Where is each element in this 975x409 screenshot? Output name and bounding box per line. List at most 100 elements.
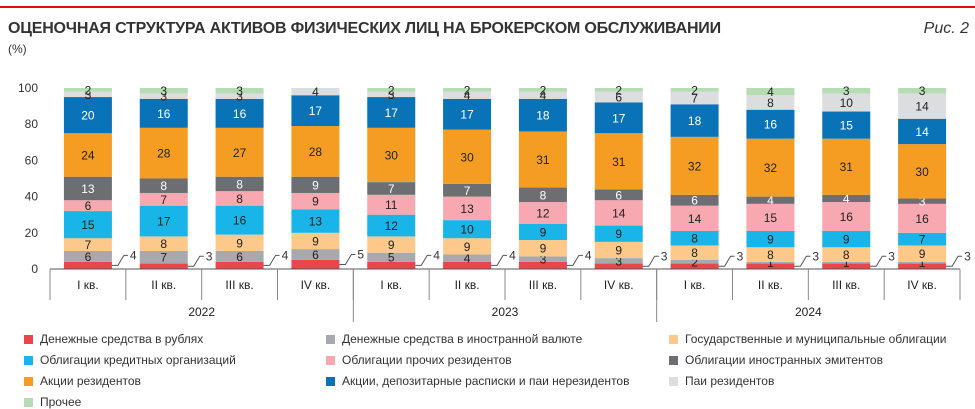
data-label: 18 [536, 109, 550, 123]
bar-segment [367, 252, 416, 262]
data-label: 2 [85, 83, 92, 97]
data-label: 4 [433, 248, 440, 262]
data-label: 16 [233, 214, 247, 228]
data-label: 6 [312, 248, 319, 262]
bar-segment [670, 194, 719, 206]
data-label: 16 [233, 107, 247, 121]
bar-segment [139, 98, 188, 128]
y-tick-label: 100 [18, 81, 38, 95]
bar-segment [63, 211, 112, 239]
bar-segment [822, 138, 871, 195]
data-label: 16 [157, 107, 171, 121]
bar-segment [670, 205, 719, 231]
data-label: 5 [388, 251, 395, 265]
data-label: 3 [964, 249, 971, 263]
data-label: 3 [160, 90, 167, 104]
y-tick-label: 20 [25, 226, 39, 240]
data-label: 8 [540, 188, 547, 202]
bar-segment [63, 250, 112, 262]
data-label-leader [415, 254, 432, 266]
legend-swatch [326, 334, 335, 344]
data-label: 3 [737, 249, 744, 263]
data-label: 6 [691, 194, 698, 208]
data-label: 7 [464, 184, 471, 198]
bar-segment [822, 202, 871, 231]
data-label: 3 [919, 195, 926, 209]
bar-segment [822, 194, 871, 203]
bar-segment [367, 214, 416, 237]
bar-segment [291, 192, 340, 210]
data-label: 14 [612, 206, 626, 220]
bar-segment [215, 261, 264, 269]
data-label-leader [566, 254, 583, 266]
bar-segment [670, 263, 719, 269]
data-label: 4 [767, 85, 774, 99]
bar-segment [139, 205, 188, 237]
bar-segment [139, 250, 188, 264]
data-label-leader [794, 255, 811, 267]
legend-item: Денежные средства в рублях [24, 332, 203, 346]
data-label: 4 [282, 248, 289, 262]
bar-segment [746, 203, 795, 231]
bar-segment [63, 200, 112, 212]
data-label: 17 [460, 108, 474, 122]
bar-segment [670, 259, 719, 264]
bar-segment [898, 118, 947, 145]
bar-segment [367, 88, 416, 92]
bar-segment [443, 183, 492, 197]
bar-segment [670, 104, 719, 137]
data-label-leader [870, 255, 887, 267]
y-axis-unit: (%) [8, 42, 27, 56]
data-label: 9 [843, 233, 850, 247]
bar-segment [139, 127, 188, 179]
data-label: 9 [312, 195, 319, 209]
bar-segment [215, 191, 264, 206]
bar-segment [594, 88, 643, 92]
bar-segment [898, 261, 947, 264]
bar-segment [594, 200, 643, 226]
bar-segment [215, 205, 264, 235]
bar-segment [518, 261, 567, 269]
data-label: 3 [540, 253, 547, 267]
legend-label: Облигации кредитных организаций [40, 353, 236, 367]
data-label: 4 [464, 89, 471, 103]
data-label: 2 [691, 83, 698, 97]
data-label: 3 [236, 84, 243, 98]
bar-segment [670, 245, 719, 260]
data-label: 30 [385, 148, 399, 162]
legend-item: Акции резидентов [24, 374, 141, 388]
chart-title: ОЦЕНОЧНАЯ СТРУКТУРА АКТИВОВ ФИЗИЧЕСКИХ Л… [8, 20, 721, 37]
data-label: 3 [160, 84, 167, 98]
bar-segment [367, 261, 416, 269]
data-label: 8 [160, 237, 167, 251]
legend-label: Государственные и муниципальные облигаци… [685, 332, 947, 346]
bar-segment [63, 88, 112, 92]
data-label: 4 [312, 85, 319, 99]
data-label: 13 [460, 202, 474, 216]
data-label: 31 [536, 153, 550, 167]
data-label: 10 [460, 223, 474, 237]
bar-segment [215, 250, 264, 262]
data-label: 16 [840, 210, 854, 224]
legend-swatch [24, 334, 33, 344]
data-label: 4 [767, 194, 774, 208]
bar-segment [291, 249, 340, 260]
bar-segment [63, 91, 112, 98]
data-label: 3 [661, 249, 668, 263]
legend-label: Акции, депозитарные расписки и паи нерез… [342, 374, 630, 388]
bar-segment [215, 234, 264, 251]
legend-swatch [669, 355, 678, 365]
year-label: 2022 [188, 305, 215, 319]
data-label: 9 [312, 178, 319, 192]
legend-swatch [669, 376, 678, 386]
legend-item: Облигации иностранных эмитентов [669, 353, 883, 367]
bar-segment [139, 178, 188, 193]
legend-item: Паи резидентов [669, 374, 774, 388]
bar-segment [594, 225, 643, 242]
legend-item: Прочее [24, 395, 81, 409]
data-label: 9 [540, 242, 547, 256]
data-label-leader [491, 254, 508, 266]
data-label: 17 [385, 106, 399, 120]
data-label: 2 [615, 83, 622, 97]
data-label: 8 [160, 179, 167, 193]
